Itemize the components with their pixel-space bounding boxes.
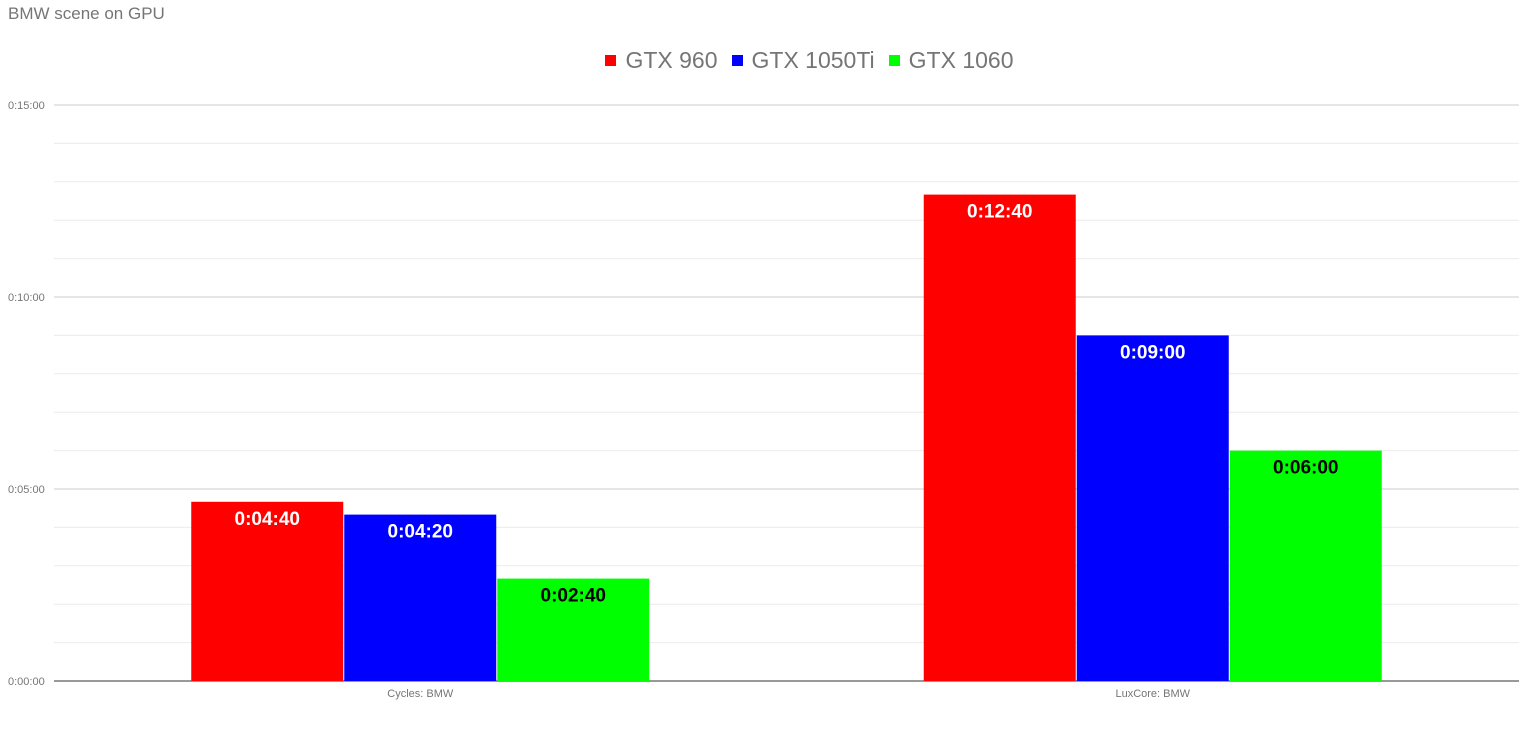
- data-label-0-1: 0:04:20: [388, 522, 454, 543]
- data-label-1-1: 0:09:00: [1120, 342, 1186, 363]
- legend-item-0[interactable]: GTX 960: [605, 47, 718, 74]
- chart-title: BMW scene on GPU: [8, 4, 165, 23]
- y-tick-label-0: 0:00:00: [8, 676, 45, 688]
- bar-0-1: [344, 514, 497, 681]
- y-tick-label-1: 0:05:00: [8, 484, 45, 496]
- data-label-1-0: 0:12:40: [967, 202, 1033, 223]
- x-tick-label-0: Cycles: BMW: [387, 688, 454, 700]
- data-label-0-2: 0:02:40: [541, 586, 607, 607]
- legend-label-2: GTX 1060: [908, 47, 1014, 73]
- x-tick-label-1: LuxCore: BMW: [1115, 688, 1190, 700]
- bar-1-1: [1076, 335, 1229, 681]
- legend-item-2[interactable]: GTX 1060: [888, 47, 1014, 74]
- data-label-0-0: 0:04:40: [235, 509, 301, 530]
- legend: GTX 960 GTX 1050Ti GTX 1060: [0, 47, 1519, 74]
- legend-item-1[interactable]: GTX 1050Ti: [731, 47, 875, 74]
- bar-0-0: [191, 501, 344, 681]
- legend-label-0: GTX 960: [625, 47, 718, 73]
- bar-0-2: [497, 578, 650, 681]
- y-tick-label-2: 0:10:00: [8, 292, 45, 304]
- data-label-1-2: 0:06:00: [1273, 458, 1339, 479]
- y-tick-label-3: 0:15:00: [8, 100, 45, 112]
- legend-label-1: GTX 1050Ti: [751, 47, 875, 73]
- bar-1-2: [1229, 450, 1382, 681]
- legend-swatch-1: [731, 55, 743, 66]
- legend-swatch-2: [888, 55, 900, 66]
- legend-swatch-0: [605, 55, 617, 66]
- bar-1-0: [923, 194, 1076, 681]
